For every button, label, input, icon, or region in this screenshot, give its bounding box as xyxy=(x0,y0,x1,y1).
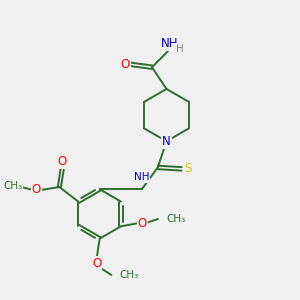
Text: H: H xyxy=(176,44,184,54)
Text: S: S xyxy=(184,162,192,176)
Text: NH: NH xyxy=(160,37,178,50)
Text: N: N xyxy=(162,135,171,148)
Text: CH₃: CH₃ xyxy=(119,270,139,280)
Text: NH: NH xyxy=(134,172,149,182)
Text: O: O xyxy=(120,58,130,71)
Text: CH₃: CH₃ xyxy=(3,181,22,190)
Text: O: O xyxy=(138,217,147,230)
Text: O: O xyxy=(32,183,41,196)
Text: O: O xyxy=(58,155,67,168)
Text: O: O xyxy=(92,257,101,270)
Text: CH₃: CH₃ xyxy=(166,214,185,224)
